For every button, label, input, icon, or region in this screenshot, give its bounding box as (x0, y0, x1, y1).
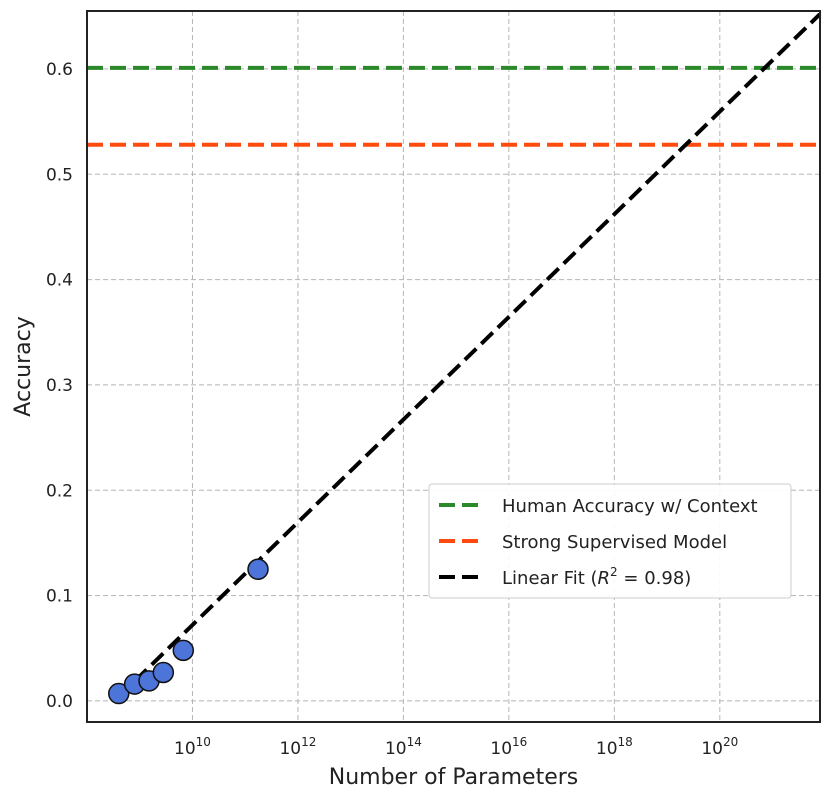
y-tick-label: 0.2 (46, 481, 73, 501)
data-point (247, 558, 269, 581)
y-tick-label: 0.5 (46, 165, 73, 185)
legend: Human Accuracy w/ Context Strong Supervis… (428, 483, 792, 599)
y-axis-label: Accuracy (11, 316, 36, 416)
legend-label: Linear Fit (R2 = 0.98) (502, 565, 691, 589)
legend-box (428, 483, 792, 599)
linear-fit-line (117, 12, 822, 699)
x-tick-label: 1014 (385, 735, 422, 759)
grid (87, 11, 820, 722)
reference-lines (87, 65, 820, 147)
data-point (172, 639, 195, 662)
y-tick-label: 0.4 (46, 271, 73, 291)
data-points (107, 558, 269, 705)
x-tick-label: 1010 (174, 735, 211, 759)
x-axis-label: Number of Parameters (329, 765, 579, 790)
x-tick-label: 1012 (279, 735, 316, 759)
x-tick-label: 1020 (701, 735, 738, 759)
fit-line-layer (117, 12, 822, 699)
y-tick-label: 0.3 (46, 376, 73, 396)
legend-label: Strong Supervised Model (502, 532, 727, 553)
x-tick-labels: 1010 1012 1014 1016 1018 1020 (174, 735, 738, 759)
y-tick-label: 0.0 (46, 692, 73, 712)
x-tick-label: 1018 (596, 735, 633, 759)
data-point (152, 661, 175, 684)
data-point (107, 682, 130, 705)
y-tick-label: 0.6 (46, 60, 73, 80)
y-tick-labels: 0.0 0.1 0.2 0.3 0.4 0.5 0.6 (46, 60, 73, 712)
plot-frame (86, 10, 821, 723)
x-tick-label: 1016 (490, 735, 527, 759)
legend-label: Human Accuracy w/ Context (502, 496, 758, 517)
y-tick-label: 0.1 (46, 587, 73, 607)
